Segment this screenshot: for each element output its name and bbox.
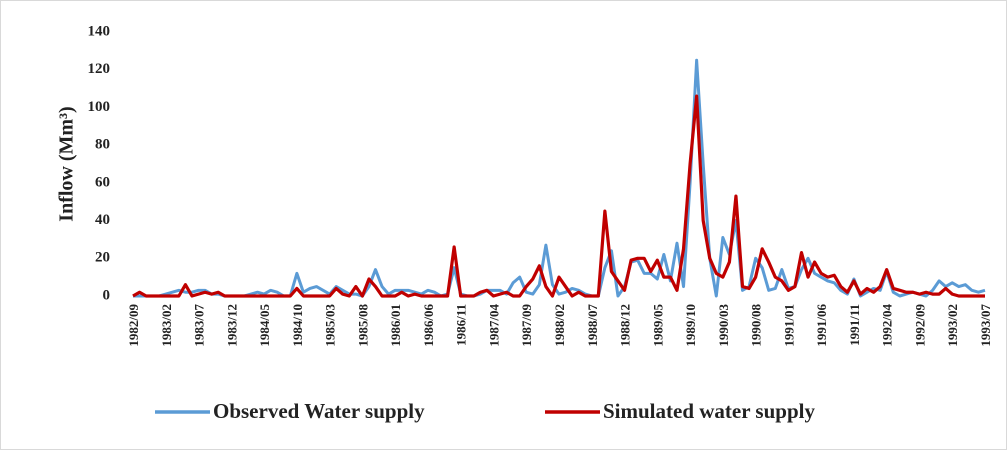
series-line [132, 94, 985, 298]
y-tick-label: 0 [103, 287, 111, 303]
x-tick-label: 1985/03 [323, 304, 338, 347]
x-tick-label: 1984/05 [257, 304, 272, 347]
y-tick-label: 100 [88, 99, 111, 115]
legend-label: Simulated water supply [603, 399, 815, 423]
x-tick-label: 1987/09 [519, 304, 534, 347]
y-tick-label: 40 [95, 212, 110, 228]
x-tick-label: 1990/08 [749, 304, 764, 347]
x-tick-label: 1991/06 [814, 304, 829, 347]
x-tick-label: 1982/09 [126, 304, 141, 347]
x-tick-label: 1986/11 [454, 304, 469, 346]
y-axis-label: Inflow (Mm³) [56, 106, 78, 221]
x-tick-label: 1986/01 [388, 304, 403, 347]
y-tick-label: 20 [95, 250, 110, 266]
x-tick-label: 1986/06 [421, 304, 436, 347]
x-tick-label: 1989/10 [683, 304, 698, 347]
y-tick-label: 80 [95, 137, 110, 153]
x-tick-label: 1985/08 [355, 304, 370, 347]
x-tick-label: 1988/12 [618, 304, 633, 347]
x-tick-label: 1988/07 [585, 304, 600, 347]
x-tick-label: 1991/11 [847, 304, 862, 346]
legend-label: Observed Water supply [213, 399, 425, 423]
x-tick-label: 1990/03 [716, 304, 731, 347]
x-tick-label: 1992/04 [880, 304, 895, 347]
series-line [133, 58, 986, 298]
x-tick-label: 1983/02 [159, 304, 174, 347]
x-tick-label: 1984/10 [290, 304, 305, 347]
y-tick-label: 60 [95, 174, 110, 190]
x-tick-label: 1991/01 [781, 304, 796, 347]
x-tick-label: 1988/02 [552, 304, 567, 347]
x-tick-label: 1989/05 [650, 304, 665, 347]
x-tick-label: 1992/09 [912, 304, 927, 347]
x-tick-label: 1987/04 [486, 304, 501, 347]
y-tick-label: 120 [88, 61, 111, 77]
x-tick-label: 1993/02 [945, 304, 960, 347]
x-tick-label: 1993/07 [978, 304, 993, 347]
y-tick-label: 140 [88, 23, 111, 39]
x-tick-label: 1983/12 [224, 304, 239, 347]
x-tick-label: 1983/07 [192, 304, 207, 347]
